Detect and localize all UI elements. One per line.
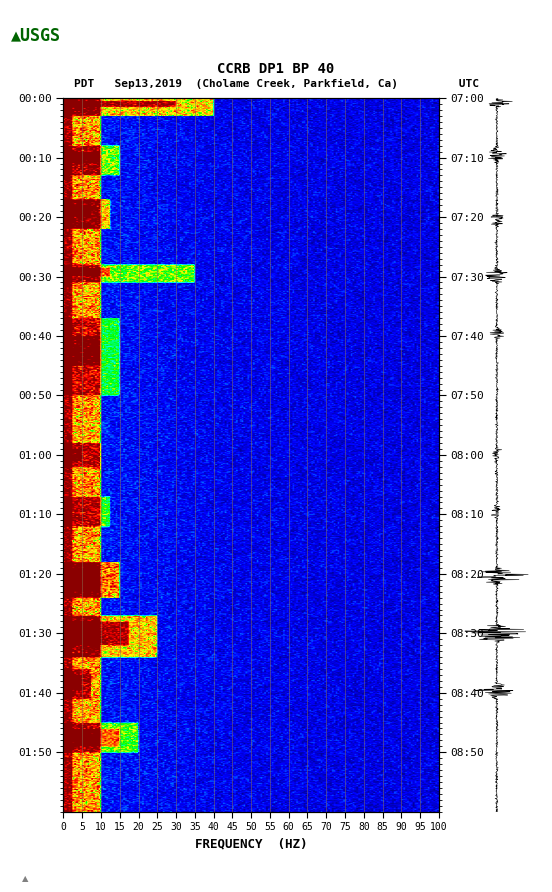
Text: PDT   Sep13,2019  (Cholame Creek, Parkfield, Ca)         UTC: PDT Sep13,2019 (Cholame Creek, Parkfield… xyxy=(73,79,479,89)
Text: CCRB DP1 BP 40: CCRB DP1 BP 40 xyxy=(217,62,335,76)
Text: ▲: ▲ xyxy=(22,874,29,883)
X-axis label: FREQUENCY  (HZ): FREQUENCY (HZ) xyxy=(195,838,307,851)
Text: ▲USGS: ▲USGS xyxy=(11,27,61,45)
